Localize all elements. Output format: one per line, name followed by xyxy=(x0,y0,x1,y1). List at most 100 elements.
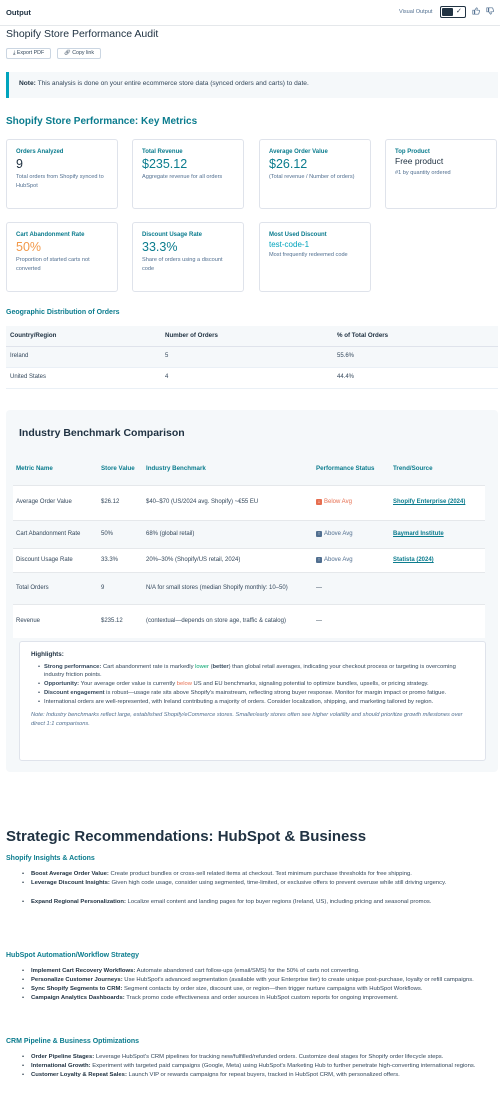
item-text: Use HubSpot's advanced segmentation (ava… xyxy=(122,977,474,984)
section-heading: Shopify Insights & Actions xyxy=(6,855,95,862)
card-value: Free product xyxy=(395,156,444,167)
copy-link-button[interactable]: 🔗︎ Copy link xyxy=(57,48,102,59)
output-header: Output Visual Output ✓ xyxy=(0,0,500,26)
status-cell: — xyxy=(313,603,390,638)
status-cell: ↑ Above Avg xyxy=(313,547,390,572)
recommendation-list: Order Pipeline Stages: Leverage HubSpot'… xyxy=(22,1053,495,1081)
table-cell: 55.6% xyxy=(333,346,498,368)
source-cell: Baymard Institute xyxy=(390,519,485,548)
benchmark-cell: $40–$70 (US/2024 avg. Shopify) ~€55 EU xyxy=(143,484,313,520)
export-pdf-button[interactable]: ⤓ Export PDF xyxy=(6,48,52,59)
status-text: Above Avg xyxy=(324,556,353,563)
highlights-box: Highlights: Strong performance: Cart aba… xyxy=(19,641,486,761)
item-text: Experiment with targeted paid campaigns … xyxy=(90,1063,476,1070)
thumbs-down-icon[interactable] xyxy=(486,7,494,15)
column-header: Store Value xyxy=(101,464,135,472)
source-link[interactable]: Shopify Enterprise (2024) xyxy=(393,499,466,506)
card-label: Orders Analyzed xyxy=(16,149,64,155)
source-cell xyxy=(390,571,485,604)
item-bold: Campaign Analytics Dashboards: xyxy=(31,995,125,1002)
item-bold: Expand Regional Personalization: xyxy=(31,899,126,906)
list-item: Opportunity: Your average order value is… xyxy=(38,680,474,689)
item-text: Given high code usage, consider using se… xyxy=(109,880,447,887)
metric-card-cart-abandonment: Cart Abandonment Rate 50% Proportion of … xyxy=(6,222,118,292)
visual-output-toggle[interactable]: ✓ xyxy=(440,6,466,18)
table-header-row: Metric Name Store Value Industry Benchma… xyxy=(13,453,485,485)
card-sub: Proportion of started carts not converte… xyxy=(16,257,90,272)
list-item: Order Pipeline Stages: Leverage HubSpot'… xyxy=(22,1053,495,1062)
list-item: Boost Average Order Value: Create produc… xyxy=(22,870,495,879)
metric-card-most-used-discount: Most Used Discount test-code-1 Most freq… xyxy=(259,222,371,292)
source-link[interactable]: Statista (2024) xyxy=(393,556,434,563)
list-item: Leverage Discount Insights: Given high c… xyxy=(22,879,495,888)
recommendation-list: Boost Average Order Value: Create produc… xyxy=(22,870,495,908)
value-cell: 9 xyxy=(98,571,143,604)
card-value: $235.12 xyxy=(142,157,188,172)
item-bold: better xyxy=(212,663,229,670)
list-item: Campaign Analytics Dashboards: Track pro… xyxy=(22,994,495,1003)
item-text: ( xyxy=(208,663,213,670)
download-icon: ⤓ xyxy=(13,50,16,56)
value-cell: 33.3% xyxy=(98,547,143,572)
item-bold: Order Pipeline Stages: xyxy=(31,1054,95,1060)
source-cell: Statista (2024) xyxy=(390,547,485,572)
card-value: $26.12 xyxy=(269,157,308,172)
table-cell: 4 xyxy=(161,367,333,389)
geo-table: Country/Region Number of Orders % of Tot… xyxy=(6,326,498,389)
arrow-up-icon: ↑ xyxy=(316,556,322,563)
item-text: US and EU benchmarks, signaling potentia… xyxy=(191,681,429,688)
export-pdf-label: Export PDF xyxy=(16,50,45,56)
metric-card-discount-usage: Discount Usage Rate 33.3% Share of order… xyxy=(132,222,244,292)
item-mark: below xyxy=(176,681,192,688)
item-bold: Opportunity: xyxy=(44,681,80,688)
metric-cell: Cart Abandonment Rate xyxy=(13,519,98,548)
status-cell: ↑ Above Avg xyxy=(313,519,390,548)
column-header: % of Total Orders xyxy=(333,326,498,347)
geo-heading: Geographic Distribution of Orders xyxy=(6,309,120,316)
card-value: 33.3% xyxy=(142,240,178,255)
item-bold: Boost Average Order Value: xyxy=(31,871,109,877)
benchmark-cell: N/A for small stores (median Shopify mon… xyxy=(143,571,313,604)
source-link[interactable]: Baymard Institute xyxy=(393,530,444,537)
metric-card-orders: Orders Analyzed 9 Total orders from Shop… xyxy=(6,139,118,209)
item-bold: Customer Loyalty & Repeat Sales: xyxy=(31,1072,127,1079)
benchmark-cell: 20%–30% (Shopify/US retail, 2024) xyxy=(143,547,313,572)
item-bold: Discount engagement xyxy=(44,690,105,697)
list-item: Strong performance: Cart abandonment rat… xyxy=(38,663,474,681)
item-text: Leverage HubSpot's CRM pipelines for tra… xyxy=(94,1054,444,1060)
column-header: Country/Region xyxy=(6,326,161,347)
metric-cell: Discount Usage Rate xyxy=(13,547,98,572)
item-bold: Sync Shopify Segments to CRM: xyxy=(31,986,123,993)
table-row: Ireland 5 55.6% xyxy=(6,346,498,368)
thumbs-up-icon[interactable] xyxy=(472,7,480,15)
card-sub: (Total revenue / Number of orders) xyxy=(269,174,355,181)
copy-link-label: Copy link xyxy=(72,50,95,56)
list-item: Personalize Customer Journeys: Use HubSp… xyxy=(22,976,495,985)
column-header: Metric Name xyxy=(16,464,53,472)
metric-cell: Average Order Value xyxy=(13,484,98,520)
page-title: Shopify Store Performance Audit xyxy=(6,28,159,40)
column-header: Industry Benchmark xyxy=(146,464,206,472)
item-text: Create product bundles or cross-sell rel… xyxy=(108,871,412,877)
table-header-row: Country/Region Number of Orders % of Tot… xyxy=(6,326,498,347)
recommendation-list: Implement Cart Recovery Workflows: Autom… xyxy=(22,967,495,1004)
card-sub: Most frequently redeemed code xyxy=(269,252,348,259)
item-text: Track promo code effectiveness and order… xyxy=(124,995,399,1002)
section-heading: HubSpot Automation/Workflow Strategy xyxy=(6,952,139,959)
benchmark-cell: 68% (global retail) xyxy=(143,519,313,548)
value-cell: $26.12 xyxy=(98,484,143,520)
metric-cell: Total Orders xyxy=(13,571,98,604)
list-item: International orders are well-represente… xyxy=(38,698,474,707)
column-header: Performance Status xyxy=(316,464,375,472)
list-item: Discount engagement is robust—usage rate… xyxy=(38,689,474,698)
card-label: Total Revenue xyxy=(142,149,183,155)
table-row: United States 4 44.4% xyxy=(6,367,498,389)
output-label: Output xyxy=(6,8,31,17)
card-value: 9 xyxy=(16,157,23,172)
card-value: 50% xyxy=(16,240,42,255)
item-text: Localize email content and landing pages… xyxy=(125,899,432,906)
highlights-list: Strong performance: Cart abandonment rat… xyxy=(31,663,474,708)
item-bold: International Growth: xyxy=(31,1063,91,1070)
table-cell: 5 xyxy=(161,346,333,368)
note-banner: Note: This analysis is done on your enti… xyxy=(6,72,498,98)
